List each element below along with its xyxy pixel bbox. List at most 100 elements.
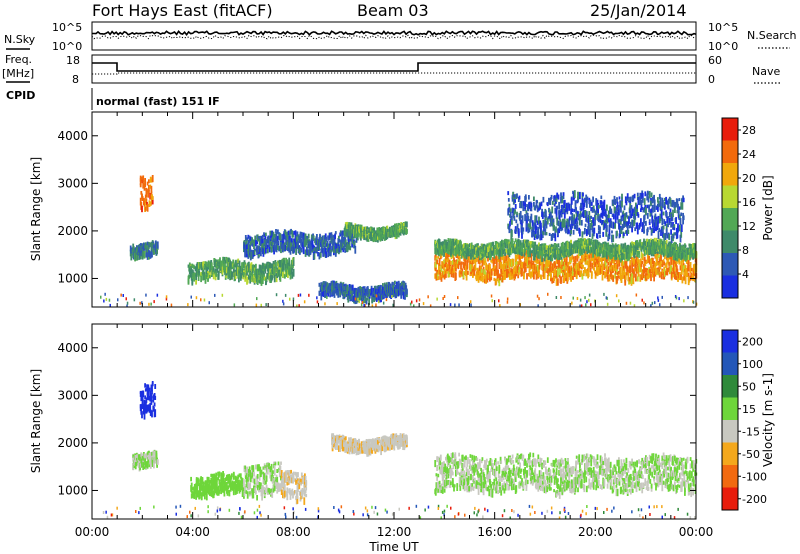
data-cell — [458, 246, 461, 254]
data-cell — [495, 278, 498, 285]
data-cell — [470, 258, 473, 264]
data-cell — [506, 270, 509, 277]
data-cell — [529, 249, 532, 258]
data-cell — [541, 259, 544, 267]
data-cell — [597, 265, 599, 273]
data-cell — [386, 291, 389, 298]
data-cell — [541, 254, 543, 262]
data-cell — [620, 274, 623, 283]
data-cell — [146, 241, 149, 246]
data-cell — [223, 256, 226, 264]
data-cell — [244, 262, 247, 267]
data-cell — [193, 273, 196, 282]
data-cell — [266, 244, 269, 250]
data-cell — [675, 258, 678, 265]
data-cell — [372, 287, 375, 292]
data-cell — [665, 262, 668, 268]
data-cell — [542, 196, 545, 203]
data-cell — [151, 175, 154, 183]
data-cell — [560, 222, 562, 229]
data-cell — [204, 261, 207, 267]
data-cell — [248, 235, 251, 243]
data-cell — [689, 253, 691, 261]
data-cell — [617, 275, 620, 279]
data-cell — [277, 229, 279, 234]
data-cell — [438, 265, 441, 272]
data-cell — [269, 262, 272, 269]
data-cell — [612, 234, 615, 243]
data-cell — [351, 241, 354, 245]
data-cell — [521, 245, 523, 253]
data-cell — [464, 261, 467, 269]
data-cell — [524, 214, 526, 222]
data-cell — [476, 251, 479, 257]
data-cell — [627, 271, 630, 276]
data-cell — [601, 206, 604, 215]
data-cell — [455, 238, 458, 245]
data-cell — [397, 280, 400, 285]
data-cell — [363, 286, 366, 292]
data-cell — [514, 209, 516, 214]
data-cell — [334, 233, 336, 240]
data-cell — [659, 241, 662, 250]
data-cell — [246, 276, 249, 284]
data-cell — [549, 198, 552, 205]
data-cell — [592, 221, 595, 227]
data-cell — [682, 265, 685, 273]
data-cell — [581, 255, 584, 263]
data-cell — [310, 234, 313, 239]
data-cell — [148, 185, 150, 192]
data-cell — [217, 272, 220, 280]
data-cell — [293, 231, 296, 235]
data-cell — [489, 264, 491, 272]
data-cell — [321, 246, 323, 251]
data-cell — [357, 230, 360, 237]
data-cell — [532, 260, 535, 265]
data-cell — [573, 270, 576, 277]
data-cell — [251, 237, 253, 245]
data-cell — [558, 257, 560, 264]
data-cell — [570, 230, 572, 235]
data-cell — [589, 241, 591, 247]
data-cell — [238, 275, 240, 283]
data-cell — [294, 230, 297, 238]
data-cell — [530, 261, 533, 269]
data-cell — [151, 196, 154, 205]
data-cell — [614, 253, 616, 261]
data-cell — [329, 289, 331, 298]
data-cell — [443, 269, 446, 275]
data-cell — [603, 246, 606, 254]
data-cell — [380, 230, 382, 238]
data-cell — [615, 210, 618, 215]
data-cell — [261, 234, 264, 240]
data-cell — [533, 196, 535, 201]
data-cell — [572, 267, 574, 276]
nsearch-label: N.Search — [747, 29, 797, 42]
data-cell — [462, 248, 465, 254]
data-cell — [463, 243, 465, 248]
data-cell — [521, 261, 524, 268]
data-cell — [557, 228, 559, 236]
data-cell — [566, 204, 569, 212]
data-cell — [268, 239, 270, 244]
data-cell — [599, 219, 602, 224]
data-cell — [214, 258, 216, 262]
data-cell — [277, 243, 279, 251]
data-cell — [290, 268, 293, 274]
data-cell — [285, 238, 287, 244]
data-cell — [555, 248, 557, 255]
data-cell — [473, 245, 476, 253]
data-cell — [539, 250, 542, 256]
data-cell — [584, 269, 587, 274]
data-cell — [667, 251, 670, 258]
data-cell — [605, 223, 608, 227]
data-cell — [248, 274, 250, 280]
data-cell — [318, 290, 321, 296]
data-cell — [212, 272, 215, 280]
data-cell — [573, 214, 576, 221]
data-cell — [567, 229, 570, 234]
data-cell — [501, 254, 503, 260]
data-cell — [378, 286, 381, 294]
data-cell — [631, 272, 633, 277]
data-cell — [283, 273, 286, 279]
